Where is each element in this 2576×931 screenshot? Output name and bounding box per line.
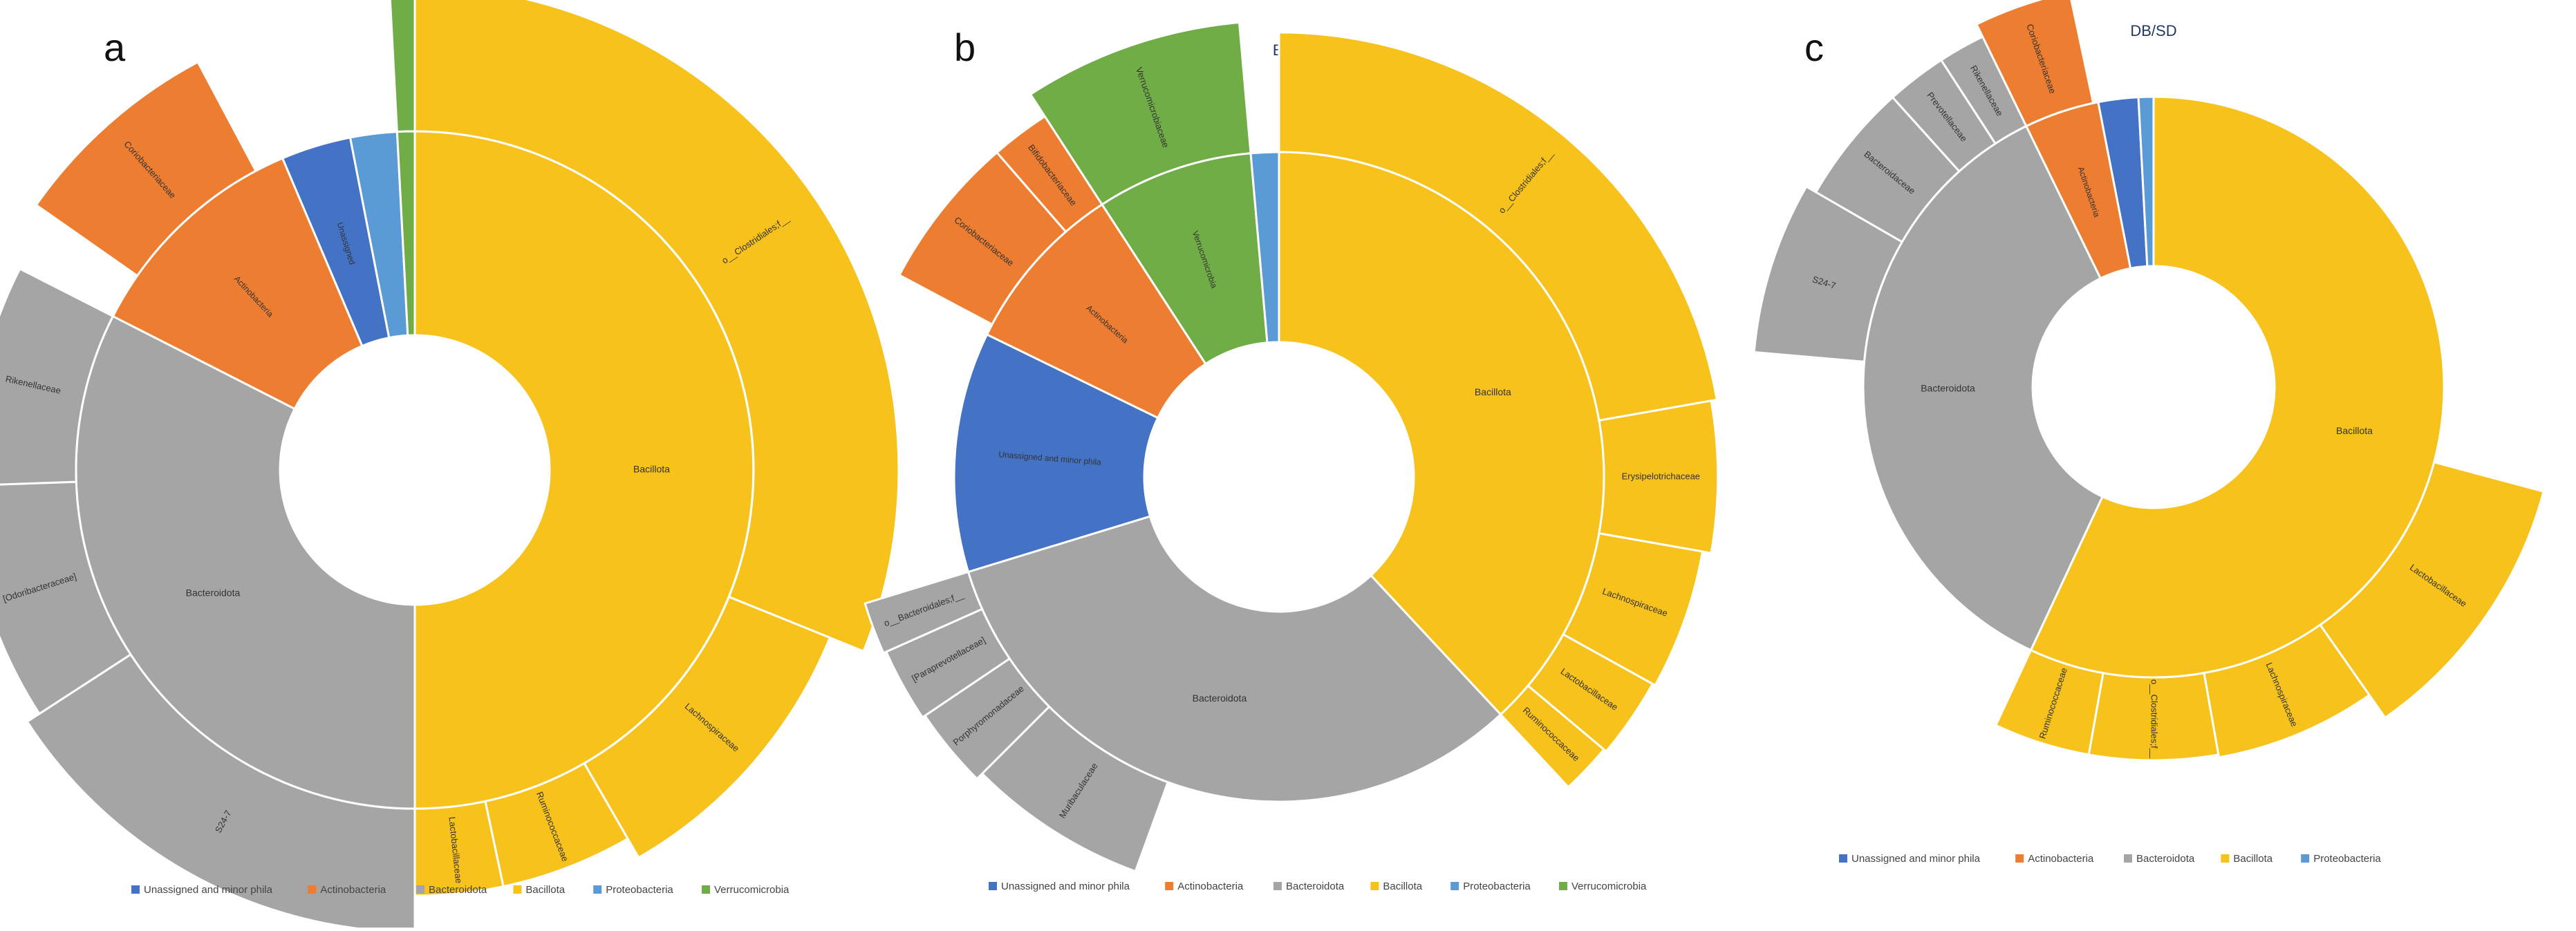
legend-swatch-bacillota xyxy=(513,885,521,894)
legend-swatch-proteobacteria xyxy=(1450,882,1459,890)
legend-entry-verrucomicrobia: Verrucomicrobia xyxy=(714,884,790,896)
legend-entry-proteobacteria: Proteobacteria xyxy=(2313,853,2381,865)
legend-swatch-bacteroidota xyxy=(416,885,424,894)
legend-swatch-bacillota xyxy=(2221,854,2229,863)
legend-swatch-proteobacteria xyxy=(593,885,601,894)
legend-entry-bacillota: Bacillota xyxy=(525,884,565,896)
legend-entry-actinobacteria: Actinobacteria xyxy=(2028,853,2094,865)
chart-panel-b: bBL/HFDo__Clostridiales;f__Erysipelotric… xyxy=(865,23,1718,892)
legend-swatch-verrucomicrobia xyxy=(1559,882,1567,890)
legend-swatch-actinobacteria xyxy=(2015,854,2024,863)
legend-entry-bacteroidota: Bacteroidota xyxy=(2136,853,2195,865)
inner-segment-bacillota-label: Bacillota xyxy=(633,464,670,475)
panel-letter: b xyxy=(954,26,976,69)
panel-letter: a xyxy=(104,26,126,69)
inner-segment-bacillota-label: Bacillota xyxy=(2336,425,2373,436)
legend-entry-bacillota: Bacillota xyxy=(1383,881,1422,892)
legend-entry-unassigned: Unassigned and minor phila xyxy=(1001,881,1130,892)
chart-panel-c: c DB/SDLactobacillaceaeLachnospiraceaeo__… xyxy=(1754,0,2544,865)
inner-segment-bacillota-label: Bacillota xyxy=(1475,386,1511,397)
legend-entry-proteobacteria: Proteobacteria xyxy=(606,884,673,896)
chart-panel-a: aBL/SDo__Clostridiales;f__Lachnospiracea… xyxy=(0,0,899,928)
legend-swatch-unassigned xyxy=(989,882,997,890)
outer-segment-o-clostridiales-f-label: o__Clostridiales;f__ xyxy=(2149,679,2160,759)
inner-segment-bacteroidota-label: Bacteroidota xyxy=(1193,693,1247,704)
legend-entry-verrucomicrobia: Verrucomicrobia xyxy=(1571,881,1647,892)
outer-segment-erysipelotrichaceae-label: Erysipelotrichaceae xyxy=(1622,471,1700,481)
legend-entry-proteobacteria: Proteobacteria xyxy=(1463,881,1531,892)
outer-segment-verrucomicrobia xyxy=(390,0,415,132)
legend-entry-bacteroidota: Bacteroidota xyxy=(1286,881,1345,892)
legend-swatch-unassigned xyxy=(131,885,140,894)
legend-swatch-bacillota xyxy=(1370,882,1379,890)
legend-entry-bacillota: Bacillota xyxy=(2233,853,2272,865)
chart-title: DB/SD xyxy=(2130,22,2176,39)
legend-swatch-unassigned xyxy=(1839,854,1847,863)
legend-swatch-proteobacteria xyxy=(2301,854,2309,863)
legend-swatch-bacteroidota xyxy=(2124,854,2132,863)
legend-entry-actinobacteria: Actinobacteria xyxy=(320,884,386,896)
legend-entry-actinobacteria: Actinobacteria xyxy=(1177,881,1244,892)
panel-letter: c xyxy=(1804,26,1824,69)
legend-entry-unassigned: Unassigned and minor phila xyxy=(1851,853,1981,865)
legend-entry-bacteroidota: Bacteroidota xyxy=(429,884,487,896)
inner-segment-bacteroidota-label: Bacteroidota xyxy=(186,587,241,599)
legend-entry-unassigned: Unassigned and minor phila xyxy=(144,884,273,896)
legend-swatch-actinobacteria xyxy=(308,885,316,894)
legend-swatch-actinobacteria xyxy=(1165,882,1173,890)
inner-segment-bacteroidota-label: Bacteroidota xyxy=(1921,382,1975,393)
legend-swatch-verrucomicrobia xyxy=(702,885,710,894)
legend-swatch-bacteroidota xyxy=(1273,882,1282,890)
